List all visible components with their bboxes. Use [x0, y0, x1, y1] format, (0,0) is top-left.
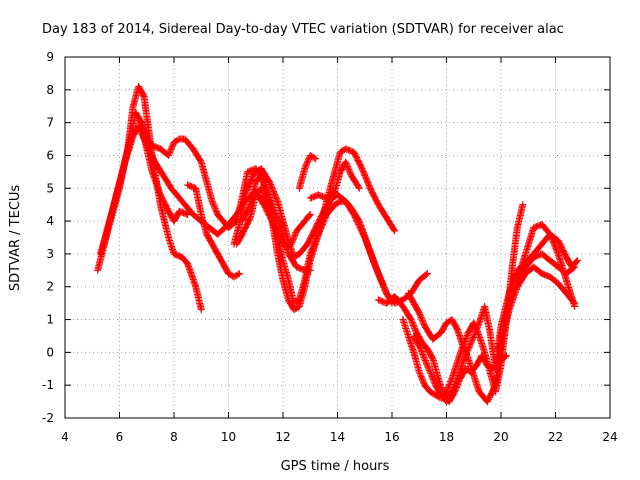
series-track-15: [492, 230, 581, 369]
series-track-16: [513, 220, 579, 310]
x-tick-label: 14: [330, 430, 345, 444]
y-axis-title: SDTVAR / TECUs: [8, 185, 23, 292]
x-tick-label: 20: [493, 430, 508, 444]
y-tick-label: -1: [42, 378, 54, 392]
series-track-9: [295, 152, 320, 192]
y-tick-label: 8: [46, 83, 54, 97]
x-tick-label: 22: [548, 430, 563, 444]
y-tick-label: 0: [46, 345, 54, 359]
data-point-markers: [513, 220, 579, 310]
y-tick-label: 7: [46, 116, 54, 130]
data-point-markers: [492, 230, 581, 369]
x-tick-label: 24: [602, 430, 617, 444]
x-tick-labels: 4 6 8 10 12 14 16 18 20 22 24: [61, 430, 617, 444]
plot-frame: [64, 56, 611, 419]
data-layer: [94, 83, 581, 406]
y-tick-labels: -2 -1 0 1 2 3 4 5 6 7 8 9: [42, 50, 54, 425]
x-tick-label: 18: [439, 430, 454, 444]
chart-title: Day 183 of 2014, Sidereal Day-to-day VTE…: [42, 22, 564, 37]
x-axis-title: GPS time / hours: [281, 459, 390, 474]
y-tick-label: 5: [46, 181, 54, 195]
data-point-markers: [184, 181, 243, 281]
grid-layer: [65, 57, 610, 418]
x-tick-label: 8: [170, 430, 178, 444]
y-tick-label: 6: [46, 148, 54, 162]
x-tick-label: 12: [275, 430, 290, 444]
data-point-markers: [404, 263, 579, 406]
x-tick-label: 4: [61, 430, 69, 444]
x-tick-label: 16: [384, 430, 399, 444]
x-tick-label: 6: [116, 430, 124, 444]
y-tick-label: 1: [46, 313, 54, 327]
y-tick-label: 4: [46, 214, 54, 228]
y-tick-label: 3: [46, 247, 54, 261]
series-track-14: [404, 263, 579, 406]
x-tick-label: 10: [221, 430, 236, 444]
y-tick-label: -2: [42, 411, 54, 425]
series-track-5: [184, 181, 243, 281]
y-tick-label: 9: [46, 50, 54, 64]
y-tick-label: 2: [46, 280, 54, 294]
data-point-markers: [295, 152, 320, 192]
series-track-10: [306, 158, 363, 202]
data-point-markers: [306, 158, 363, 202]
